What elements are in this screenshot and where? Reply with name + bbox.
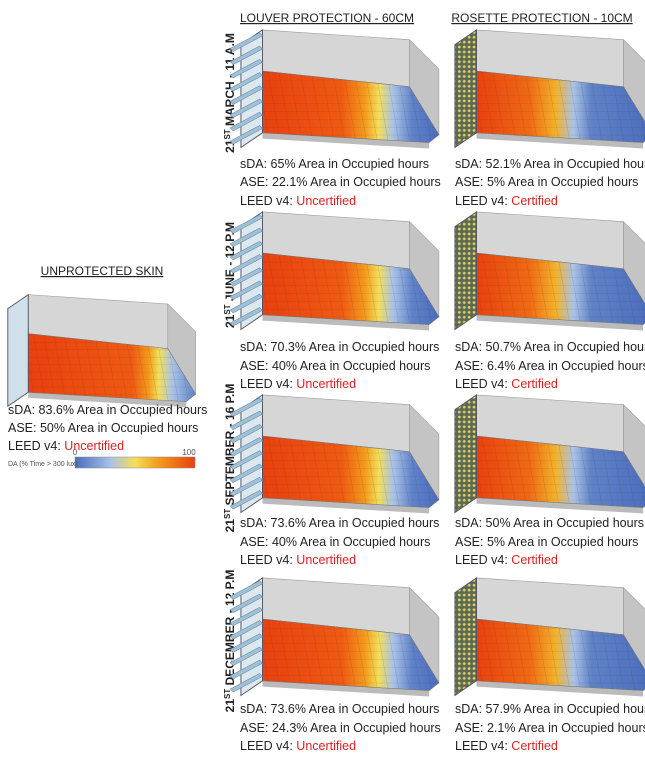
leed-status: Certified: [511, 739, 558, 753]
leed-label: LEED v4:: [455, 739, 508, 753]
leed-text: LEED v4: Uncertified: [240, 377, 356, 391]
ase-text: ASE: 5% Area in Occupied hours: [455, 535, 638, 549]
panel-title: UNPROTECTED SKIN: [41, 264, 164, 278]
column-header: ROSETTE PROTECTION - 10CM: [451, 11, 632, 25]
leed-label: LEED v4:: [455, 377, 508, 391]
ase-text: ASE: 24.3% Area in Occupied hours: [240, 721, 441, 735]
row-label: 21ST MARCH - 11 A.M: [223, 33, 237, 153]
room-rendering: [230, 395, 439, 514]
leed-label: LEED v4:: [240, 553, 293, 567]
leed-label: LEED v4:: [240, 194, 293, 208]
ase-text: ASE: 2.1% Area in Occupied hours: [455, 721, 645, 735]
row-day-suffix: ST: [223, 129, 232, 139]
leed-text: LEED v4: Certified: [455, 553, 558, 567]
ase-text: ASE: 50% Area in Occupied hours: [8, 421, 198, 435]
leed-label: LEED v4:: [455, 553, 508, 567]
leed-text: LEED v4: Certified: [455, 377, 558, 391]
room-rendering: [455, 395, 645, 514]
row-date: SEPTEMBER - 16 P.M: [223, 384, 237, 509]
ase-text: ASE: 6.4% Area in Occupied hours: [455, 359, 645, 373]
leed-text: LEED v4: Certified: [455, 739, 558, 753]
room-rendering: [455, 578, 645, 697]
facade-frame: [455, 212, 477, 330]
leed-status: Certified: [511, 377, 558, 391]
legend-min: 0: [73, 448, 78, 457]
sda-text: sDA: 70.3% Area in Occupied hours: [240, 340, 439, 354]
legend-bar: [75, 457, 195, 468]
ase-text: ASE: 5% Area in Occupied hours: [455, 175, 638, 189]
facade-frame: [455, 30, 477, 148]
room-rendering: [455, 212, 645, 331]
room-rendering: [230, 30, 439, 149]
leed-label: LEED v4:: [455, 194, 508, 208]
leed-status: Uncertified: [296, 553, 356, 567]
sda-text: sDA: 73.6% Area in Occupied hours: [240, 702, 439, 716]
leed-label: LEED v4:: [8, 439, 61, 453]
leed-status: Uncertified: [296, 194, 356, 208]
row-date: DECEMBER - 12 P.M: [223, 570, 237, 689]
figure: LOUVER PROTECTION - 60CM ROSETTE PROTECTI…: [0, 0, 645, 758]
ase-text: ASE: 40% Area in Occupied hours: [240, 535, 430, 549]
facade-frame: [455, 578, 477, 696]
legend-max: 100: [182, 448, 196, 457]
legend-caption: DA (% Time > 300 lux): [8, 461, 78, 468]
leed-text: LEED v4: Uncertified: [240, 553, 356, 567]
sda-text: sDA: 57.9% Area in Occupied hours: [455, 702, 645, 716]
row-day-suffix: ST: [223, 689, 232, 699]
row-day: 21: [223, 519, 237, 533]
room-rendering: [230, 578, 439, 697]
sda-text: sDA: 50.7% Area in Occupied hours: [455, 340, 645, 354]
leed-text: LEED v4: Uncertified: [8, 439, 124, 453]
sda-text: sDA: 65% Area in Occupied hours: [240, 157, 429, 171]
row-day-suffix: ST: [223, 509, 232, 519]
leed-label: LEED v4:: [240, 739, 293, 753]
leed-text: LEED v4: Uncertified: [240, 739, 356, 753]
sda-text: sDA: 50% Area in Occupied hours: [455, 516, 644, 530]
column-header: LOUVER PROTECTION - 60CM: [240, 11, 414, 25]
leed-status: Uncertified: [296, 377, 356, 391]
leed-text: LEED v4: Certified: [455, 194, 558, 208]
row-day: 21: [223, 699, 237, 713]
room-rendering: [230, 212, 439, 331]
room-rendering: [455, 30, 645, 149]
leed-label: LEED v4:: [240, 377, 293, 391]
leed-status: Certified: [511, 553, 558, 567]
row-label: 21ST SEPTEMBER - 16 P.M: [223, 384, 237, 533]
facade-frame: [455, 395, 477, 513]
leed-status: Certified: [511, 194, 558, 208]
sda-text: sDA: 83.6% Area in Occupied hours: [8, 403, 207, 417]
sda-text: sDA: 52.1% Area in Occupied hours: [455, 157, 645, 171]
sda-text: sDA: 73.6% Area in Occupied hours: [240, 516, 439, 530]
room-rendering: [8, 295, 196, 408]
leed-text: LEED v4: Uncertified: [240, 194, 356, 208]
leed-status: Uncertified: [296, 739, 356, 753]
glazing: [8, 295, 28, 407]
ase-text: ASE: 40% Area in Occupied hours: [240, 359, 430, 373]
ase-text: ASE: 22.1% Area in Occupied hours: [240, 175, 441, 189]
row-date: JUNE - 12 P.M: [223, 222, 237, 304]
